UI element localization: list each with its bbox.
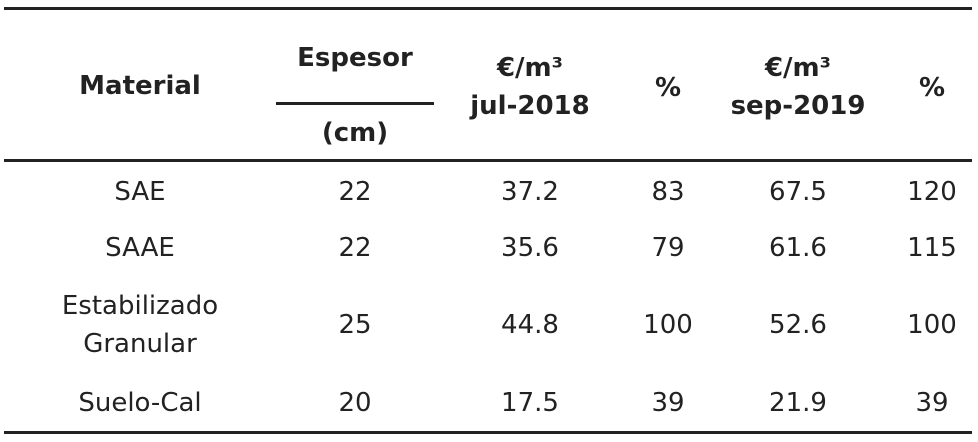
cell-price-jul-2018: 35.6 — [501, 233, 559, 263]
cell-espesor: 25 — [338, 310, 372, 340]
header-pct: % — [918, 73, 946, 103]
cell-material: SAE — [114, 177, 166, 207]
cell-price-sep-2019: 21.9 — [769, 388, 827, 418]
espesor-rule — [276, 102, 434, 105]
cell-pct-sep-2019: 120 — [907, 177, 957, 207]
cell-material: Suelo-Cal — [78, 388, 202, 418]
top-rule — [4, 7, 972, 10]
cell-price-sep-2019: 67.5 — [769, 177, 827, 207]
cell-price-sep-2019: 52.6 — [769, 310, 827, 340]
header-pct: % — [654, 73, 682, 103]
cell-pct-sep-2019: 39 — [915, 388, 949, 418]
cell-price-jul-2018: 37.2 — [501, 177, 559, 207]
cell-price-jul-2018: 17.5 — [501, 388, 559, 418]
header-price-unit: €/m³ — [764, 53, 832, 83]
cell-material: SAAE — [105, 233, 175, 263]
cell-pct-jul-2018: 39 — [651, 388, 685, 418]
header-material: Material — [79, 71, 201, 101]
cell-pct-jul-2018: 100 — [643, 310, 693, 340]
header-price-unit: €/m³ — [496, 53, 564, 83]
bottom-rule — [4, 431, 972, 434]
cell-price-sep-2019: 61.6 — [769, 233, 827, 263]
header-espesor-unit: (cm) — [321, 118, 389, 148]
cell-espesor: 22 — [338, 177, 372, 207]
header-rule — [4, 159, 972, 162]
cell-espesor: 20 — [338, 388, 372, 418]
header-espesor: Espesor — [297, 43, 413, 73]
cell-espesor: 22 — [338, 233, 372, 263]
cell-pct-jul-2018: 83 — [651, 177, 685, 207]
header-price-date: jul-2018 — [470, 91, 590, 121]
cell-price-jul-2018: 44.8 — [501, 310, 559, 340]
cell-pct-sep-2019: 115 — [907, 233, 957, 263]
cell-material: Estabilizado Granular — [61, 291, 219, 359]
cell-pct-sep-2019: 100 — [907, 310, 957, 340]
header-price-date: sep-2019 — [730, 91, 866, 121]
cell-pct-jul-2018: 79 — [651, 233, 685, 263]
